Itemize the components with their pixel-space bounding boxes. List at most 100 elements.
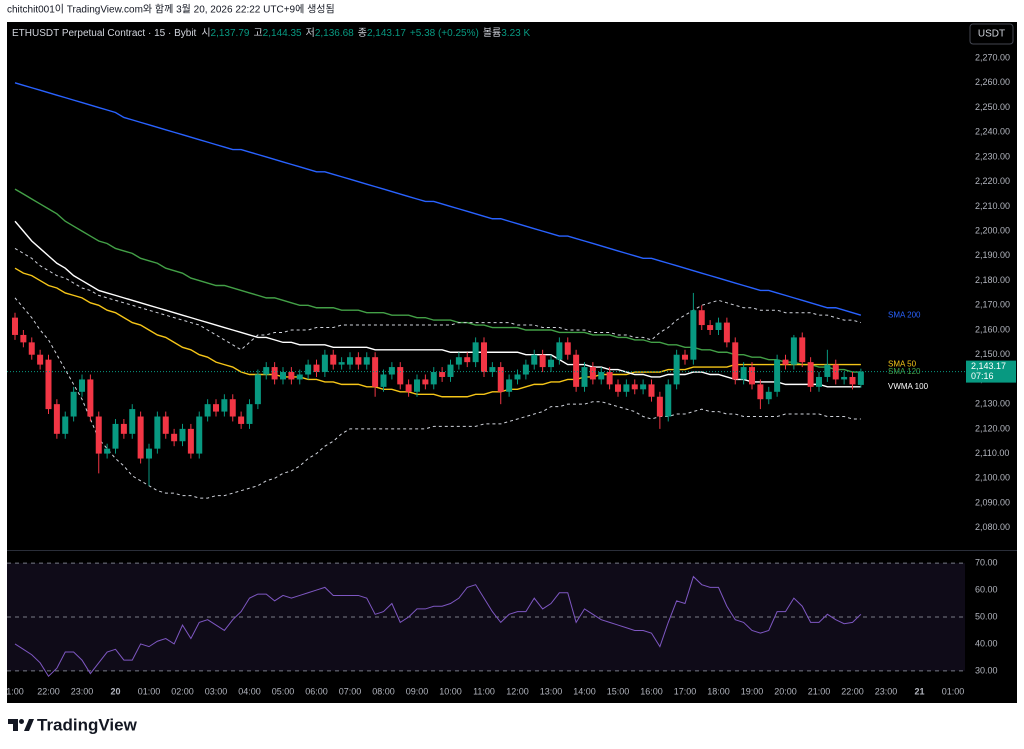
- x-tick-label: 13:00: [540, 686, 563, 696]
- indicator-line: [14, 575, 862, 678]
- candle-body: [539, 354, 546, 368]
- candle-body: [380, 374, 387, 387]
- candle-body: [573, 354, 580, 387]
- candle-body: [514, 374, 521, 380]
- y-tick-label: 40.00: [975, 638, 998, 648]
- x-tick-label: 21:00: [808, 686, 831, 696]
- candle-body: [204, 404, 211, 417]
- candle-body: [129, 409, 136, 434]
- indicator-line: [14, 82, 862, 316]
- candle-body: [263, 367, 270, 375]
- candle-body: [271, 367, 278, 380]
- candle-body: [740, 367, 747, 380]
- x-tick-label: 08:00: [372, 686, 395, 696]
- y-tick-label: 2,120.00: [975, 423, 1010, 433]
- candle-body: [179, 428, 186, 442]
- candle-body: [20, 334, 27, 343]
- x-tick-label: 1:00: [6, 686, 24, 696]
- candle-body: [53, 404, 60, 434]
- band-line: [14, 297, 861, 499]
- candle-body: [497, 367, 504, 392]
- ohlc-label: 저: [306, 27, 315, 39]
- x-tick-label: 21: [914, 686, 924, 696]
- y-tick-label: 2,170.00: [975, 300, 1010, 310]
- candle-body: [665, 384, 672, 417]
- candle-body: [112, 423, 119, 449]
- candle-body: [288, 372, 295, 380]
- candle-body: [12, 317, 18, 335]
- credit: chitchit001이 TradingView.com와 함께 3월 20, …: [7, 4, 335, 16]
- y-tick-label: 2,130.00: [975, 399, 1010, 409]
- level-band: [7, 563, 965, 671]
- y-tick-label: 2,190.00: [975, 250, 1010, 260]
- candle-body: [640, 384, 647, 390]
- candle-body: [715, 322, 722, 330]
- currency-button[interactable]: [969, 23, 1014, 45]
- y-tick-label: 2,220.00: [975, 176, 1010, 186]
- y-tick-label: 50.00: [975, 611, 998, 621]
- y-tick-label: 2,160.00: [975, 324, 1010, 334]
- candle-body: [548, 359, 554, 368]
- candle-body: [338, 362, 345, 365]
- x-tick-label: 12:00: [506, 686, 529, 696]
- candle-body: [489, 367, 496, 373]
- y-tick-label: 2,250.00: [975, 102, 1010, 112]
- x-tick-label: 20: [110, 686, 120, 696]
- change: +5.38 (+0.25%): [410, 28, 479, 39]
- candle-body: [439, 372, 446, 377]
- candle-body: [757, 384, 764, 400]
- chart-background: [7, 22, 1017, 703]
- x-tick-label: 20:00: [774, 686, 797, 696]
- candle-body: [221, 399, 228, 412]
- x-tick-label: 14:00: [573, 686, 596, 696]
- y-tick-label: 70.00: [975, 557, 998, 567]
- x-tick-label: 16:00: [640, 686, 663, 696]
- candle-body: [698, 310, 705, 326]
- candle-body: [849, 376, 856, 385]
- candle-body: [397, 367, 404, 385]
- ohlc-value: 2,137.79: [211, 28, 250, 39]
- indicator-line: [14, 220, 861, 388]
- candle-body: [589, 367, 596, 380]
- indicator-label: SMA 200: [888, 310, 921, 319]
- brand-logo: [8, 719, 34, 731]
- x-tick-label: 22:00: [37, 686, 60, 696]
- candle-body: [556, 342, 563, 360]
- indicator-line: [14, 188, 861, 373]
- indicator-label: SMA 50: [888, 360, 917, 369]
- candle-body: [472, 342, 479, 363]
- x-tick-label: 04:00: [238, 686, 261, 696]
- candle-body: [447, 364, 454, 377]
- candle-body: [229, 399, 236, 417]
- y-tick-label: 2,080.00: [975, 522, 1010, 532]
- candle-body: [799, 337, 806, 363]
- candle-body: [280, 372, 286, 380]
- candle-body: [564, 342, 571, 355]
- y-tick-label: 2,260.00: [975, 77, 1010, 87]
- candle-body: [363, 357, 370, 365]
- x-tick-label: 22:00: [841, 686, 864, 696]
- candle-body: [45, 359, 52, 410]
- x-tick-label: 06:00: [305, 686, 328, 696]
- x-tick-label: 23:00: [875, 686, 898, 696]
- candle-body: [405, 384, 412, 392]
- candle-body: [790, 337, 797, 365]
- candle-body: [196, 416, 203, 454]
- ohlc-label: 시: [201, 27, 210, 39]
- candle-body: [464, 357, 471, 363]
- candle-body: [388, 367, 395, 375]
- candle-body: [372, 357, 379, 387]
- candle-body: [104, 448, 111, 454]
- candle-body: [296, 374, 303, 380]
- indicator-label: VWMA 100: [888, 382, 929, 391]
- ohlc-value: 2,144.35: [263, 28, 302, 39]
- candle-body: [673, 354, 680, 385]
- candle-body: [631, 384, 638, 390]
- candle-body: [305, 364, 312, 375]
- candle-body: [455, 357, 462, 365]
- candle-body: [615, 384, 621, 392]
- candle-body: [690, 310, 697, 360]
- y-tick-label: 2,110.00: [975, 448, 1009, 458]
- candle-body: [347, 357, 353, 365]
- y-tick-label: 2,100.00: [975, 473, 1010, 483]
